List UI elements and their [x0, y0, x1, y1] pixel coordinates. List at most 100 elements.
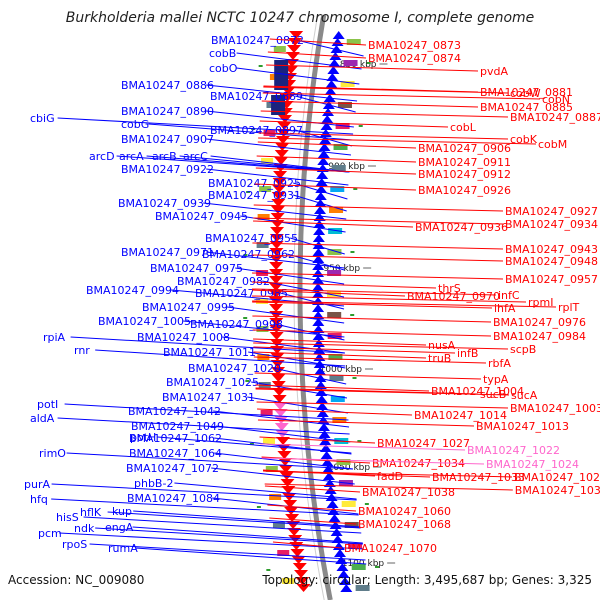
feature-arrow-right	[277, 122, 292, 130]
gene-label-left-leader	[213, 410, 350, 428]
gene-label-left: arcA	[119, 150, 144, 163]
feature-arrow-right	[272, 178, 287, 186]
feature-block-right	[273, 46, 286, 52]
gene-label-left: BMA10247_1005	[98, 315, 191, 328]
gene-label-right: cobW	[510, 87, 541, 100]
gene-label-left-leader	[179, 155, 350, 173]
gene-label-right: rpmI	[528, 296, 553, 309]
feature-arrow-right	[272, 185, 287, 193]
gene-label-left: BMA10247_1011	[163, 346, 256, 359]
gene-label-left: rnr	[74, 344, 90, 357]
gene-label-right-leader	[253, 220, 414, 228]
feature-arrow-right	[271, 367, 286, 375]
feature-arrow-right	[282, 493, 297, 501]
feature-block-left	[327, 312, 342, 318]
feature-arrow-left	[312, 311, 325, 319]
gc-mark-left	[374, 566, 379, 568]
gene-label-left-leader	[206, 168, 349, 186]
feature-arrow-right	[278, 115, 293, 123]
feature-arrow-left	[336, 563, 349, 571]
gc-mark-right	[243, 254, 248, 256]
gene-label-right: BMA10247_1033	[432, 471, 525, 484]
gene-label-left-leader	[247, 396, 349, 414]
feature-arrow-left	[314, 206, 327, 214]
gene-label-right-leader	[260, 110, 509, 118]
gene-label-left-leader	[83, 516, 362, 534]
feature-block-left	[327, 291, 342, 297]
feature-block-right	[261, 158, 274, 164]
gene-label-left-leader	[157, 436, 352, 454]
gene-label-right: BMA10247_0906	[418, 142, 511, 155]
gene-label-left-leader	[206, 251, 345, 269]
feature-arrow-right	[274, 157, 289, 165]
feature-arrow-left	[312, 283, 325, 291]
feature-arrow-right	[273, 171, 288, 179]
feature-arrow-right	[271, 192, 286, 200]
gene-label-right: BMA10247_0881	[480, 86, 573, 99]
gc-mark-left	[358, 125, 363, 127]
gene-label-left: rimO	[39, 447, 66, 460]
feature-arrow-right	[291, 556, 306, 564]
gene-label-left: BMA10247_0886	[121, 79, 214, 92]
feature-block-right	[262, 438, 275, 444]
gene-label-left: BMA10247_0962	[202, 248, 295, 261]
feature-arrow-left	[315, 185, 328, 193]
feature-arrow-left	[312, 290, 325, 298]
feature-arrow-left	[312, 234, 325, 242]
feature-arrow-left	[315, 395, 328, 403]
gene-label-left: rpiA	[43, 331, 66, 344]
feature-arrow-left	[338, 577, 351, 585]
gene-label-right-leader	[252, 295, 527, 303]
gene-label-left: BMA10247_1049	[131, 420, 224, 433]
gc-mark-right	[243, 317, 248, 319]
gene-label-left: BMA10247_0890	[121, 105, 214, 118]
gene-label-left: BMA10247_0975	[150, 262, 243, 275]
gene-label-left-leader	[214, 452, 354, 470]
gene-label-left: hfq	[30, 493, 48, 506]
feature-block-left	[343, 60, 358, 66]
feature-arrow-left	[326, 500, 339, 508]
gene-label-right: pvdA	[480, 65, 508, 78]
gene-label-right-leader	[269, 38, 367, 46]
gene-label-right: BMA10247_0912	[418, 168, 511, 181]
gene-label-left: BMA10247_1025	[166, 376, 259, 389]
gene-label-left: BMA10247_1084	[127, 492, 220, 505]
gene-label-left: potH	[130, 431, 156, 444]
gene-label-right: BMA10247_1034	[372, 457, 465, 470]
feature-block-left	[329, 375, 344, 381]
feature-arrow-left	[332, 31, 345, 39]
feature-arrow-right	[269, 290, 284, 298]
gene-label-right: BMA10247_1068	[358, 518, 451, 531]
gene-label-right-leader	[257, 141, 417, 149]
gene-label-left-leader	[59, 532, 364, 550]
gene-label-right-leader	[254, 183, 417, 191]
gene-label-left-leader	[290, 237, 345, 255]
feature-block-left	[355, 585, 370, 591]
gene-label-left-leader	[107, 511, 361, 529]
gene-label-right: fadD	[377, 470, 403, 483]
gene-label-right-leader	[252, 254, 504, 262]
feature-arrow-left	[312, 339, 325, 347]
gene-label-left: BMA10247_0985	[195, 287, 288, 300]
feature-arrow-right	[286, 45, 301, 53]
feature-arrow-right	[269, 276, 284, 284]
feature-block-right	[277, 550, 290, 556]
gene-label-left-leader	[51, 483, 357, 501]
gene-label-right: sucA	[511, 389, 538, 402]
gene-label-right-leader	[253, 346, 456, 354]
gene-label-right-leader	[272, 541, 343, 549]
gene-label-left-leader	[287, 253, 345, 271]
feature-block-left	[351, 564, 366, 570]
gc-mark-left	[350, 314, 355, 316]
gc-mark-right	[245, 380, 250, 382]
scale-label: 1050 kbp	[328, 463, 371, 473]
feature-arrow-right	[269, 269, 284, 277]
feature-arrow-left	[322, 465, 335, 473]
gene-label-right-leader	[252, 288, 497, 296]
feature-block-left	[340, 81, 355, 87]
feature-arrow-left	[320, 451, 333, 459]
feature-block-right	[265, 466, 278, 472]
feature-arrow-right	[271, 374, 286, 382]
feature-arrow-left	[328, 514, 341, 522]
gene-label-left: BMA10247_0889	[210, 90, 303, 103]
